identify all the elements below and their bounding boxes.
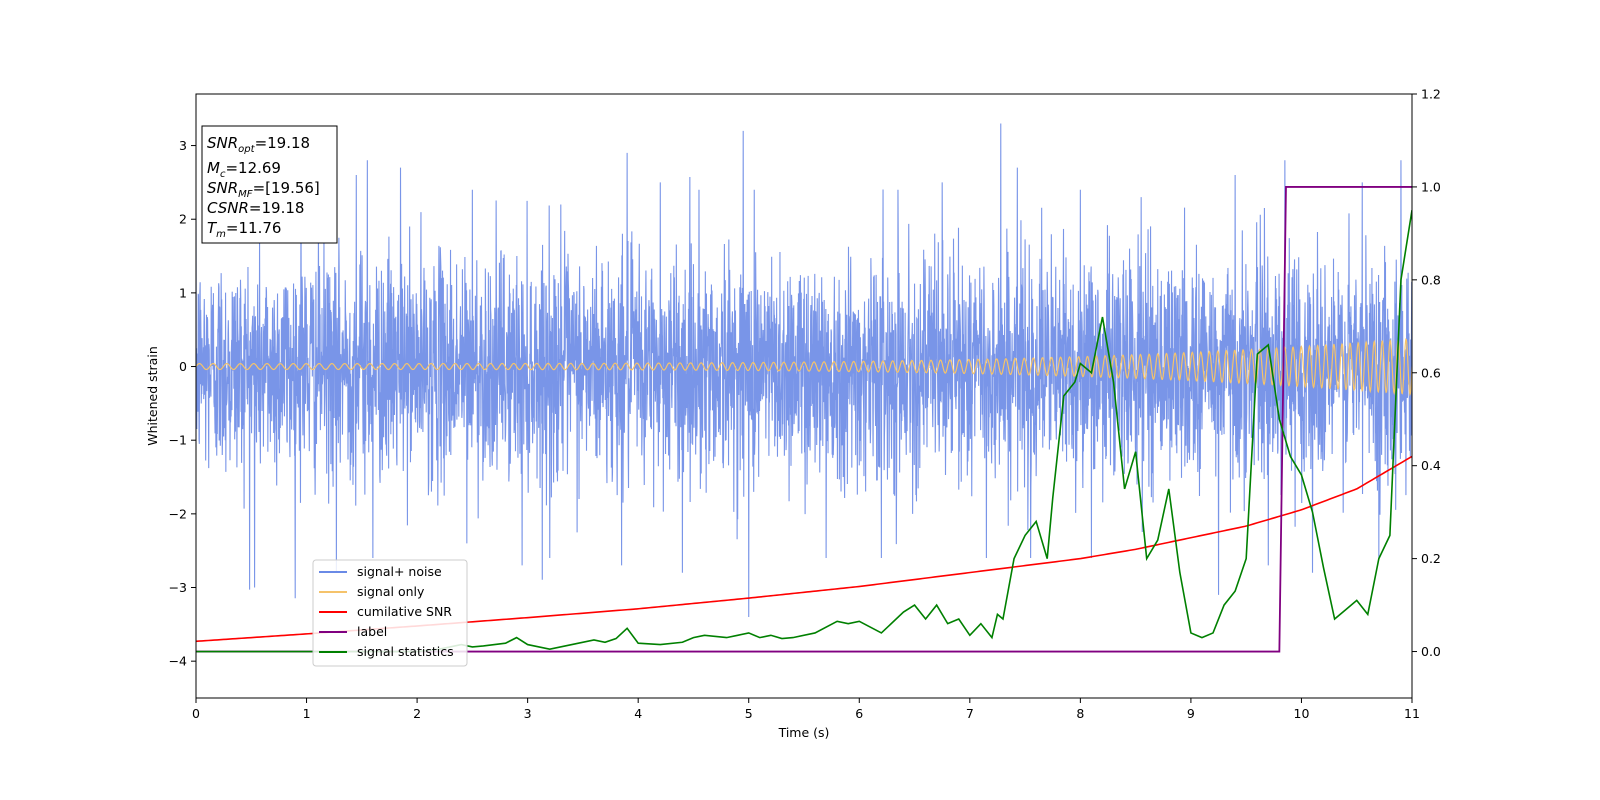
left-tick-label: −2 [169,506,187,521]
left-tick-label: 1 [179,285,187,300]
left-tick-label: −4 [169,654,187,669]
left-tick-label: −1 [169,433,187,448]
right-tick-label: 0.4 [1421,458,1441,473]
x-tick-label: 1 [303,706,311,721]
right-tick-label: 0.2 [1421,551,1441,566]
x-tick-label: 3 [524,706,532,721]
info-box: SNRopt=19.18 Mc=12.69 SNRMF=[19.56] CSNR… [201,125,338,244]
info-mc: Mc=12.69 [207,159,281,180]
right-tick-label: 0.8 [1421,272,1441,287]
series-signal-noise [196,123,1412,617]
x-tick-label: 11 [1404,706,1420,721]
left-axis-ticks: −4 −3 −2 −1 0 1 2 3 [169,138,196,669]
x-tick-label: 9 [1187,706,1195,721]
x-tick-label: 7 [966,706,974,721]
legend-label-label: label [357,624,387,639]
x-tick-label: 2 [413,706,421,721]
left-tick-label: 3 [179,138,187,153]
x-tick-label: 10 [1294,706,1310,721]
x-tick-label: 6 [855,706,863,721]
plot-frame [195,93,1413,699]
info-snr-opt: SNRopt=19.18 [207,134,310,155]
x-tick-label: 8 [1076,706,1084,721]
info-tm: Tm=11.76 [207,219,281,240]
legend-label-signal-statistics: signal statistics [357,644,454,659]
y-axis-label: Whitened strain [145,346,160,445]
right-tick-label: 0.6 [1421,365,1441,380]
series-label [196,186,1412,653]
series-signal-statistics [196,210,1412,653]
info-box-frame [201,125,338,244]
left-tick-label: −3 [169,580,187,595]
x-tick-label: 0 [192,706,200,721]
x-tick-label: 4 [634,706,642,721]
right-tick-label: 1.0 [1421,179,1441,194]
x-axis-label: Time (s) [778,725,830,740]
legend-label-cumilative-snr: cumilative SNR [357,604,452,619]
left-tick-label: 0 [179,359,187,374]
series-signal-only [196,337,1412,397]
legend-frame [312,559,468,667]
legend-label-signal-noise: signal+ noise [357,564,442,579]
series-layer [196,123,1412,653]
right-axis-ticks: 0.0 0.2 0.4 0.6 0.8 1.0 1.2 [1412,87,1441,659]
x-tick-label: 5 [745,706,753,721]
info-snr-mf: SNRMF=[19.56] [207,179,320,200]
right-tick-label: 1.2 [1421,87,1441,102]
right-tick-label: 0.0 [1421,644,1441,659]
legend: signal+ noise signal only cumilative SNR… [312,559,468,667]
x-axis-ticks: 0 1 2 3 4 5 6 7 8 9 10 11 [192,698,1420,721]
left-tick-label: 2 [179,212,187,227]
info-csnr: CSNR=19.18 [207,199,304,217]
legend-label-signal-only: signal only [357,584,425,599]
